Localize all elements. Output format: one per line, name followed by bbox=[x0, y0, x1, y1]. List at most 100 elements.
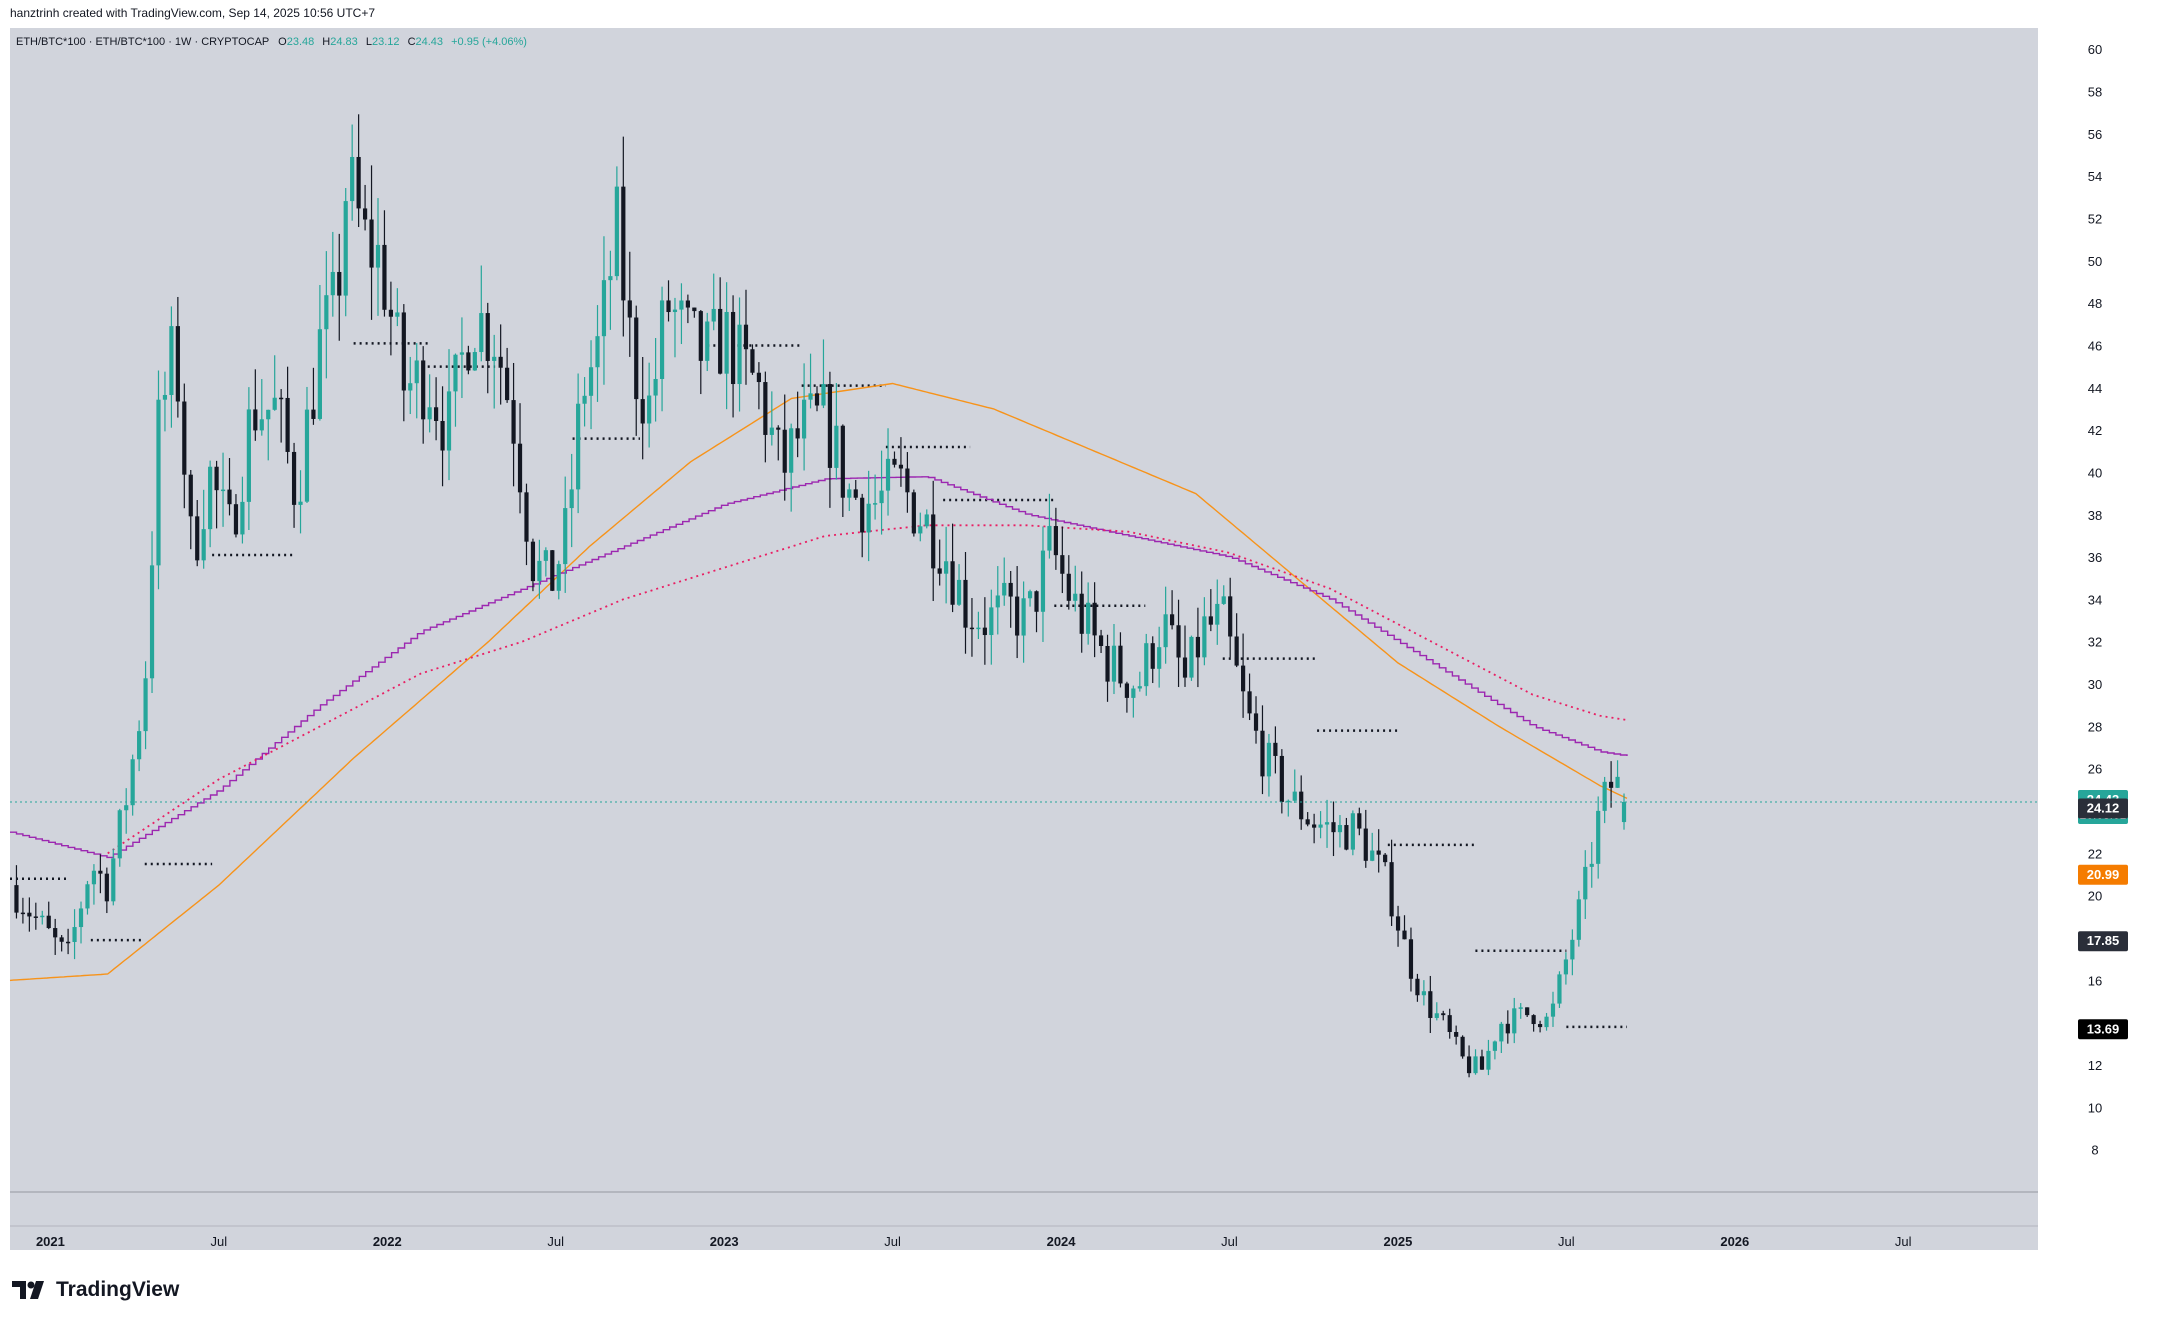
candle-body bbox=[782, 429, 787, 473]
candle-body bbox=[492, 356, 497, 361]
candle-body bbox=[1531, 1015, 1536, 1025]
candle-body bbox=[414, 360, 419, 384]
candle-body bbox=[1337, 825, 1343, 833]
legend-close-value: 24.43 bbox=[416, 36, 444, 48]
candle-body bbox=[1518, 1007, 1523, 1009]
candle-body bbox=[621, 186, 626, 301]
candle-body bbox=[995, 595, 1000, 608]
candle-body bbox=[1395, 916, 1401, 931]
candle-body bbox=[195, 516, 200, 561]
legend-change: +0.95 (+4.06%) bbox=[451, 36, 527, 48]
chart-attribution: hanztrinh created with TradingView.com, … bbox=[10, 6, 375, 20]
candle-body bbox=[1273, 742, 1278, 756]
candle-body bbox=[1182, 657, 1188, 678]
brand-name: TradingView bbox=[56, 1278, 180, 1301]
candle-body bbox=[1086, 602, 1091, 634]
candle-body bbox=[1228, 596, 1233, 637]
candle-body bbox=[1609, 781, 1614, 788]
tradingview-brand[interactable]: TradingView bbox=[12, 1278, 179, 1302]
candle-body bbox=[85, 884, 90, 909]
price-tick-label: 26 bbox=[2088, 762, 2102, 777]
candle-body bbox=[1421, 991, 1426, 996]
candle-body bbox=[1137, 686, 1142, 689]
candle-body bbox=[137, 731, 142, 760]
candle-body bbox=[53, 928, 58, 938]
candle-body bbox=[860, 497, 865, 533]
candle-body bbox=[1150, 643, 1155, 669]
candle-body bbox=[653, 378, 658, 396]
candle-body bbox=[827, 384, 833, 468]
candle-body bbox=[1615, 776, 1620, 788]
candle-body bbox=[330, 271, 335, 296]
candle-body bbox=[1286, 800, 1291, 803]
candle-body bbox=[1525, 1007, 1530, 1016]
candle-body bbox=[718, 308, 723, 374]
candle-body bbox=[672, 309, 678, 313]
candle-body bbox=[143, 678, 148, 732]
legend-low-label: L bbox=[366, 36, 372, 48]
candle-body bbox=[1460, 1036, 1465, 1057]
candle-body bbox=[1079, 593, 1084, 634]
candlestick-series bbox=[14, 114, 1627, 1078]
candle-body bbox=[1363, 828, 1368, 861]
legend-close-label: C bbox=[408, 36, 416, 48]
candle-body bbox=[1376, 850, 1381, 855]
candle-body bbox=[369, 219, 374, 268]
candle-body bbox=[795, 428, 800, 439]
candle-body bbox=[98, 870, 103, 874]
candle-body bbox=[485, 313, 490, 361]
candle-body bbox=[582, 395, 587, 404]
candle-body bbox=[737, 324, 742, 385]
candle-body bbox=[1021, 598, 1026, 636]
candle-body bbox=[472, 352, 477, 371]
candle-body bbox=[750, 349, 755, 373]
price-tick-label: 10 bbox=[2088, 1100, 2102, 1115]
price-tick-label: 36 bbox=[2088, 550, 2102, 565]
candle-body bbox=[892, 458, 897, 465]
candle-body bbox=[149, 565, 155, 679]
price-tick-label: 8 bbox=[2091, 1143, 2098, 1158]
candle-body bbox=[517, 443, 523, 493]
candle-body bbox=[685, 300, 690, 308]
price-tick-label: 46 bbox=[2088, 338, 2102, 353]
candle-body bbox=[1447, 1015, 1452, 1033]
legend-open-label: O bbox=[278, 36, 287, 48]
candle-body bbox=[1596, 810, 1601, 864]
candle-body bbox=[918, 526, 923, 534]
candle-body bbox=[227, 489, 232, 505]
price-tick-label: 54 bbox=[2088, 169, 2102, 184]
candle-body bbox=[640, 399, 645, 424]
candle-body bbox=[1544, 1016, 1549, 1028]
candle-body bbox=[563, 508, 568, 565]
candle-body bbox=[434, 407, 439, 421]
candle-body bbox=[498, 356, 503, 368]
candle-body bbox=[479, 313, 484, 353]
price-label-box bbox=[2078, 1019, 2128, 1040]
candle-body bbox=[304, 409, 310, 502]
legend-high-label: H bbox=[322, 36, 330, 48]
candle-body bbox=[1292, 791, 1297, 801]
price-label-value: 13.69 bbox=[2087, 1021, 2120, 1036]
candle-body bbox=[1260, 730, 1265, 777]
candle-body bbox=[440, 420, 445, 451]
price-tick-label: 40 bbox=[2088, 465, 2102, 480]
candle-body bbox=[1111, 645, 1117, 682]
candle-body bbox=[879, 490, 884, 504]
candle-body bbox=[1589, 863, 1594, 867]
candle-body bbox=[963, 579, 968, 628]
candle-body bbox=[711, 308, 716, 322]
candle-body bbox=[550, 550, 555, 591]
candle-body bbox=[1015, 596, 1020, 636]
price-label-value: 24.12 bbox=[2087, 801, 2120, 816]
candle-body bbox=[937, 568, 942, 574]
candle-body bbox=[40, 915, 45, 918]
candle-body bbox=[1027, 591, 1033, 599]
candle-body bbox=[743, 324, 749, 350]
candle-body bbox=[814, 393, 820, 406]
candle-body bbox=[1195, 636, 1201, 658]
candle-body bbox=[1357, 813, 1362, 829]
candle-body bbox=[679, 300, 684, 310]
candle-body bbox=[614, 186, 619, 277]
candle-body bbox=[1312, 824, 1317, 828]
